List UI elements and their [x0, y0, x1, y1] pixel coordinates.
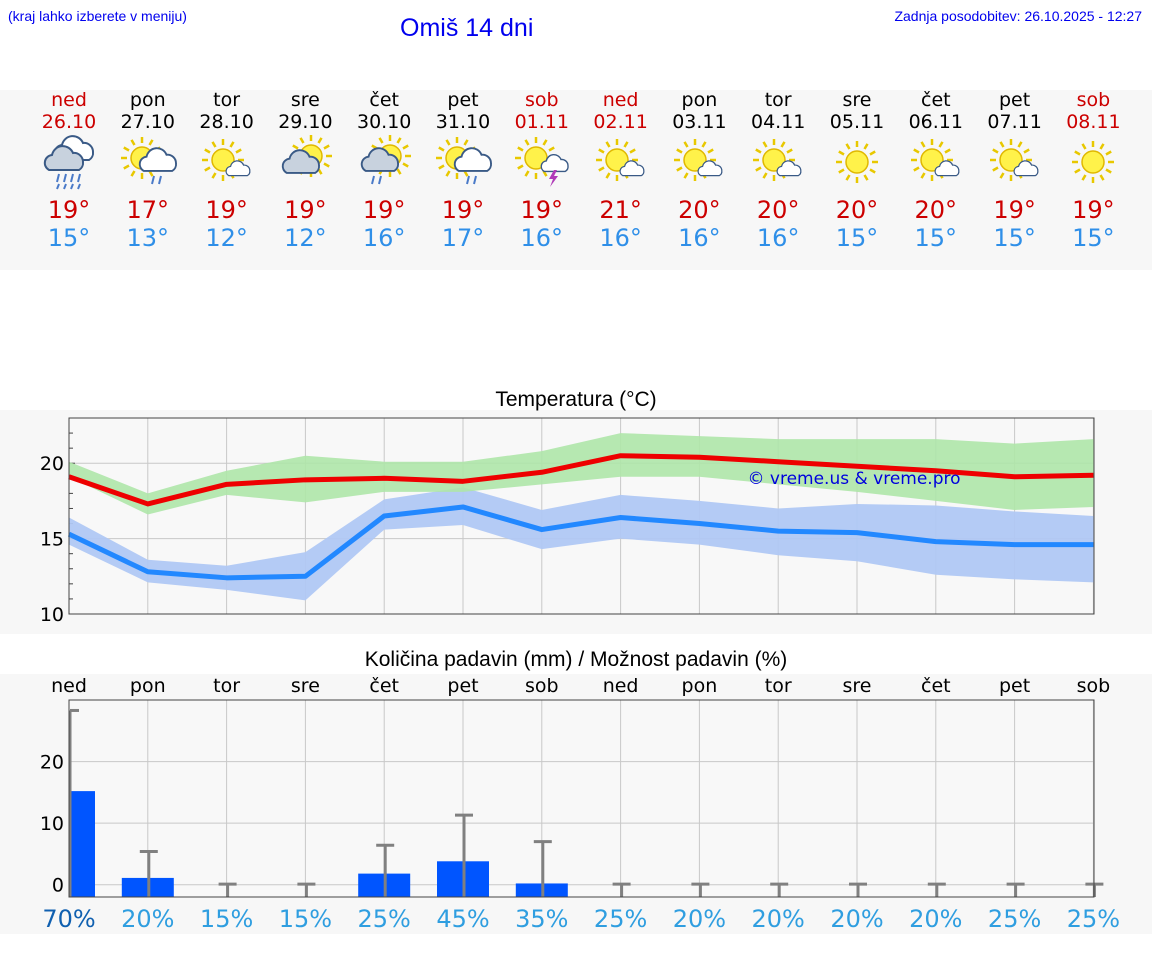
day-column: tor 28.10 19° 12° [187, 90, 266, 252]
max-temperature: 20° [678, 196, 721, 224]
max-temperature: 19° [441, 196, 485, 224]
day-name: sre [290, 89, 320, 111]
max-temperature: 19° [993, 196, 1036, 224]
day-name: pet [998, 89, 1031, 111]
max-temperature: 19° [47, 196, 91, 224]
day-column: sob 08.11 19° 15° [1054, 90, 1133, 252]
temperature-chart-title: Temperatura (°C) [495, 388, 657, 411]
min-temperature: 15° [993, 224, 1036, 252]
sun-small-cloud-icon [195, 134, 259, 194]
sun-icon [825, 134, 889, 194]
day-column: ned 02.11 21° 16° [581, 90, 660, 252]
day-column: pet 31.10 19° 17° [424, 90, 503, 252]
day-column: pet 07.11 19° 15° [975, 90, 1054, 252]
min-temperature: 15° [1072, 224, 1115, 252]
day-name: čet [369, 89, 399, 111]
sun-icon [1061, 134, 1125, 194]
sun-small-cloud-icon [983, 134, 1047, 194]
day-column: čet 30.10 19° 16° [345, 90, 424, 252]
day-name: sre [842, 89, 872, 111]
day-name: ned [602, 89, 639, 111]
min-temperature: 16° [599, 224, 642, 252]
day-date: 08.11 [1066, 111, 1121, 133]
day-date: 06.11 [908, 111, 963, 133]
max-temperature: 19° [362, 196, 406, 224]
temperature-panel [0, 410, 1152, 634]
day-name: čet [921, 89, 951, 111]
day-name: pon [681, 89, 718, 111]
sun-cloud-rain-icon [116, 134, 180, 194]
sun-small-cloud-icon [667, 134, 731, 194]
day-column: sob 01.11 19° 16° [502, 90, 581, 252]
page-title: Omiš 14 dni [400, 14, 534, 42]
precipitation-panel [0, 674, 1152, 934]
day-name: pet [447, 89, 479, 111]
day-name: pon [129, 89, 166, 111]
day-date: 07.11 [987, 111, 1042, 133]
day-name: sob [1076, 89, 1111, 111]
day-column: sre 29.10 19° 12° [266, 90, 345, 252]
cloud-sun-icon [273, 134, 337, 194]
day-date: 26.10 [41, 111, 97, 133]
max-temperature: 21° [599, 196, 642, 224]
day-name: ned [51, 89, 87, 111]
day-column: čet 06.11 20° 15° [896, 90, 975, 252]
day-column: tor 04.11 20° 16° [739, 90, 818, 252]
max-temperature: 20° [835, 196, 879, 224]
precipitation-chart-title: Količina padavin (mm) / Možnost padavin … [364, 648, 788, 671]
sun-small-cloud-icon [746, 134, 810, 194]
day-date: 04.11 [750, 111, 806, 133]
last-update: Zadnja posodobitev: 26.10.2025 - 12:27 [894, 8, 1142, 24]
max-temperature: 19° [205, 196, 248, 224]
day-date: 02.11 [593, 111, 648, 133]
max-temperature: 19° [520, 196, 564, 224]
min-temperature: 12° [205, 224, 248, 252]
cloud-heavy-rain-icon [37, 134, 101, 194]
day-column: ned 26.10 19° 15° [30, 90, 109, 252]
day-date: 29.10 [278, 111, 333, 133]
day-date: 30.10 [356, 111, 412, 133]
max-temperature: 17° [126, 196, 170, 224]
forecast-strip [0, 90, 1152, 270]
day-date: 28.10 [199, 111, 254, 133]
min-temperature: 15° [914, 224, 958, 252]
day-column: pon 27.10 17° 13° [108, 90, 187, 252]
day-date: 31.10 [435, 111, 491, 133]
min-temperature: 15° [835, 224, 879, 252]
day-date: 27.10 [120, 111, 175, 133]
max-temperature: 20° [756, 196, 800, 224]
day-column: sre 05.11 20° 15° [818, 90, 897, 252]
sun-small-cloud-icon [904, 134, 968, 194]
min-temperature: 17° [441, 224, 485, 252]
sun-small-cloud-icon [589, 134, 653, 194]
max-temperature: 19° [284, 196, 327, 224]
day-date: 03.11 [672, 111, 727, 133]
day-name: tor [213, 89, 241, 111]
min-temperature: 16° [362, 224, 406, 252]
cloud-sun-rain-icon [352, 134, 416, 194]
min-temperature: 15° [47, 224, 91, 252]
max-temperature: 19° [1072, 196, 1115, 224]
day-date: 01.11 [514, 111, 569, 133]
day-name: tor [764, 89, 792, 111]
min-temperature: 16° [678, 224, 721, 252]
max-temperature: 20° [914, 196, 958, 224]
location-menu-hint[interactable]: (kraj lahko izberete v meniju) [8, 8, 187, 24]
min-temperature: 12° [284, 224, 327, 252]
min-temperature: 16° [520, 224, 564, 252]
sun-cloud-rain-icon [431, 134, 495, 194]
day-date: 05.11 [829, 111, 885, 133]
day-name: sob [525, 89, 559, 111]
day-column: pon 03.11 20° 16° [660, 90, 739, 252]
min-temperature: 16° [756, 224, 800, 252]
sun-cloud-thunder-icon [510, 134, 574, 194]
min-temperature: 13° [126, 224, 170, 252]
